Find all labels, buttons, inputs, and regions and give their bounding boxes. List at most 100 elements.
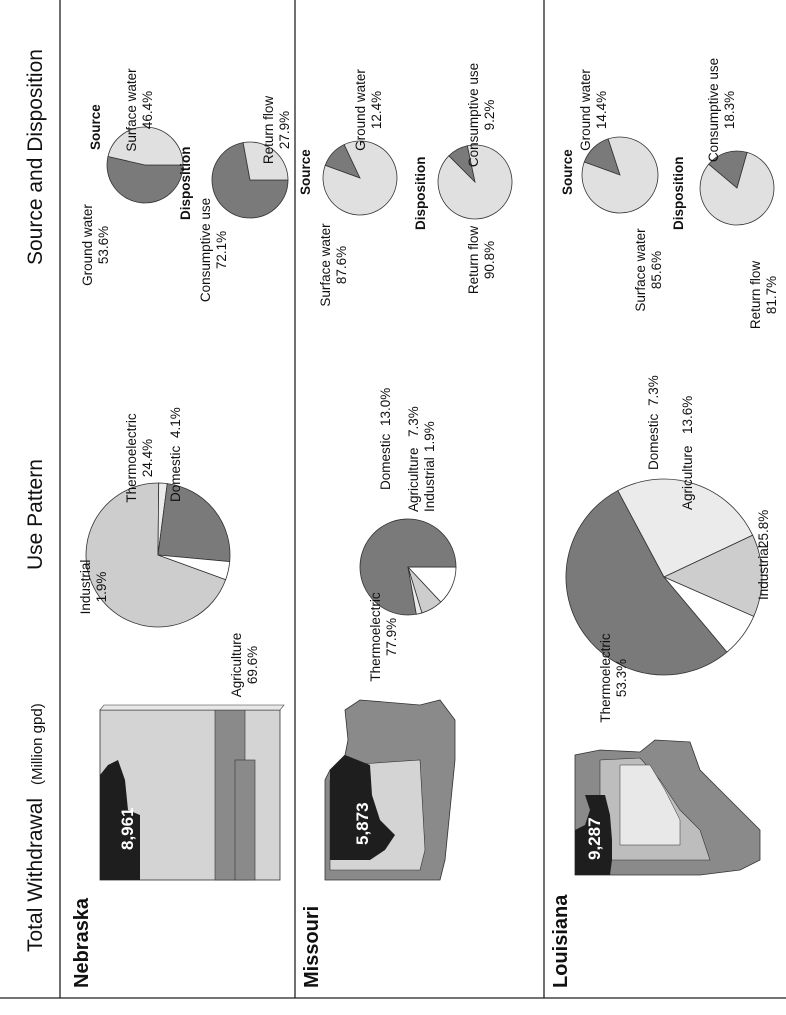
source-pie-missouri-slice-surface-water [322,140,398,216]
header-use-pattern: Use Pattern [24,459,47,570]
map-missouri: 5,873 [324,699,456,881]
source-label-missouri-ground: Ground water [353,69,368,151]
use-value-missouri-agriculture: 7.3% [406,406,421,437]
disposition-value-nebraska-return: 27.9% [277,111,292,149]
use-label-louisiana-agriculture: Agriculture [680,445,695,510]
source-value-nebraska-ground: 53.6% [96,226,111,264]
source-value-nebraska-surface: 46.4% [140,91,155,129]
use-label-nebraska-industrial: Industrial [78,560,93,615]
source-pie-nebraska-slice-surface-water [107,126,184,166]
use-label-nebraska-agriculture: Agriculture [229,633,244,698]
source-label-louisiana-ground: Ground water [578,69,593,151]
disposition-value-missouri-return: 90.8% [482,241,497,279]
source-heading-nebraska: Source [88,104,103,150]
header-source-disposition: Source and Disposition [24,49,47,265]
use-label-louisiana-industrial: Industrial [756,545,771,600]
map-missouri-dark [330,755,395,860]
disposition-pie-nebraska [211,141,289,219]
map-louisiana-total: 9,287 [585,817,604,860]
use-pie-nebraska-slice-agriculture [85,482,227,628]
source-value-missouri-ground: 12.4% [369,91,384,129]
use-pie-louisiana [565,478,763,676]
use-value-louisiana-agriculture: 13.6% [680,396,695,434]
use-label-louisiana-thermoelectric: Thermoelectric [598,633,613,723]
state-name-missouri: Missouri [301,906,323,988]
disposition-heading-louisiana: Disposition [671,157,686,231]
disposition-label-missouri-consumptive: Consumptive use [466,63,481,167]
disposition-value-nebraska-consumptive: 72.1% [214,231,229,269]
header-total-withdrawal: Total Withdrawal [24,798,47,952]
map-missouri-total: 5,873 [353,802,372,845]
use-value-nebraska-industrial: 1.9% [94,572,109,603]
use-value-missouri-industrial: 1.9% [422,421,437,452]
disposition-pie-nebraska-slice-return-flow [242,141,289,181]
disposition-label-nebraska-consumptive: Consumptive use [198,198,213,302]
source-label-nebraska-ground: Ground water [80,204,95,286]
disposition-label-louisiana-return: Return flow [748,261,763,330]
use-pie-missouri-slice-industrial [407,566,423,615]
use-pie-louisiana-slice-agriculture [663,534,763,617]
disposition-heading-nebraska: Disposition [178,147,193,221]
source-pie-nebraska [106,126,184,204]
state-name-louisiana: Louisiana [550,894,572,988]
use-pie-nebraska-slice-thermoelectric [157,483,231,563]
disposition-pie-louisiana-slice-return-flow [699,151,775,226]
use-value-missouri-thermoelectric: 77.9% [384,618,399,656]
source-label-missouri-surface: Surface water [318,223,333,307]
use-label-nebraska-domestic: Domestic [168,445,183,502]
map-nebraska: 8,961 [99,704,285,881]
source-value-louisiana-surface: 85.6% [649,251,664,289]
map-nebraska-total: 8,961 [118,807,137,850]
use-pie-nebraska-slice-domestic [157,554,231,581]
use-value-nebraska-thermoelectric: 24.4% [140,439,155,477]
use-pie-nebraska [85,482,231,628]
map-louisiana-dark [575,795,612,875]
use-pie-louisiana-slice-domestic [663,576,755,653]
use-value-nebraska-agriculture: 69.6% [245,646,260,684]
use-label-missouri-agriculture: Agriculture [406,447,421,512]
use-label-missouri-thermoelectric: Thermoelectric [368,592,383,682]
use-label-missouri-domestic: Domestic [378,433,393,490]
map-nebraska-band-2 [234,759,256,881]
disposition-label-louisiana-consumptive: Consumptive use [706,58,721,162]
use-label-nebraska-thermoelectric: Thermoelectric [124,413,139,503]
map-nebraska-side [99,704,285,711]
use-value-nebraska-domestic: 4.1% [168,407,183,438]
map-louisiana: 9,287 [574,739,761,876]
source-pie-missouri [322,140,398,216]
source-pie-louisiana [581,136,659,214]
map-nebraska-dark [100,760,140,880]
use-value-missouri-domestic: 13.0% [378,388,393,426]
disposition-label-nebraska-return: Return flow [261,96,276,165]
disposition-value-missouri-consumptive: 9.2% [482,100,497,131]
disposition-value-louisiana-return: 81.7% [764,276,779,314]
use-label-louisiana-domestic: Domestic [646,413,661,470]
source-pie-nebraska-slice-ground-water [106,156,184,204]
state-name-nebraska: Nebraska [71,897,93,988]
disposition-heading-missouri: Disposition [413,157,428,231]
header-total-unit: (Million gpd) [29,703,46,785]
disposition-pie-missouri [437,144,513,220]
use-pie-missouri [359,518,457,616]
disposition-pie-louisiana-slice-consumptive-use [708,150,748,189]
source-value-missouri-surface: 87.6% [334,246,349,284]
source-value-louisiana-ground: 14.4% [594,91,609,129]
disposition-pie-missouri-slice-return-flow [437,144,513,220]
source-label-nebraska-surface: Surface water [124,68,139,152]
disposition-pie-louisiana [699,150,775,226]
use-value-louisiana-industrial: 25.8% [756,510,771,548]
map-louisiana-light [619,764,681,846]
source-pie-louisiana-slice-surface-water [581,136,659,214]
use-value-louisiana-thermoelectric: 53.3% [614,659,629,697]
use-label-missouri-industrial: Industrial [422,457,437,512]
use-pie-louisiana-slice-thermoelectric [565,490,728,676]
use-value-louisiana-domestic: 7.3% [646,375,661,406]
source-heading-louisiana: Source [560,149,575,195]
disposition-value-louisiana-consumptive: 18.3% [722,91,737,129]
use-pie-louisiana-slice-industrial [617,478,754,578]
disposition-label-missouri-return: Return flow [466,226,481,295]
